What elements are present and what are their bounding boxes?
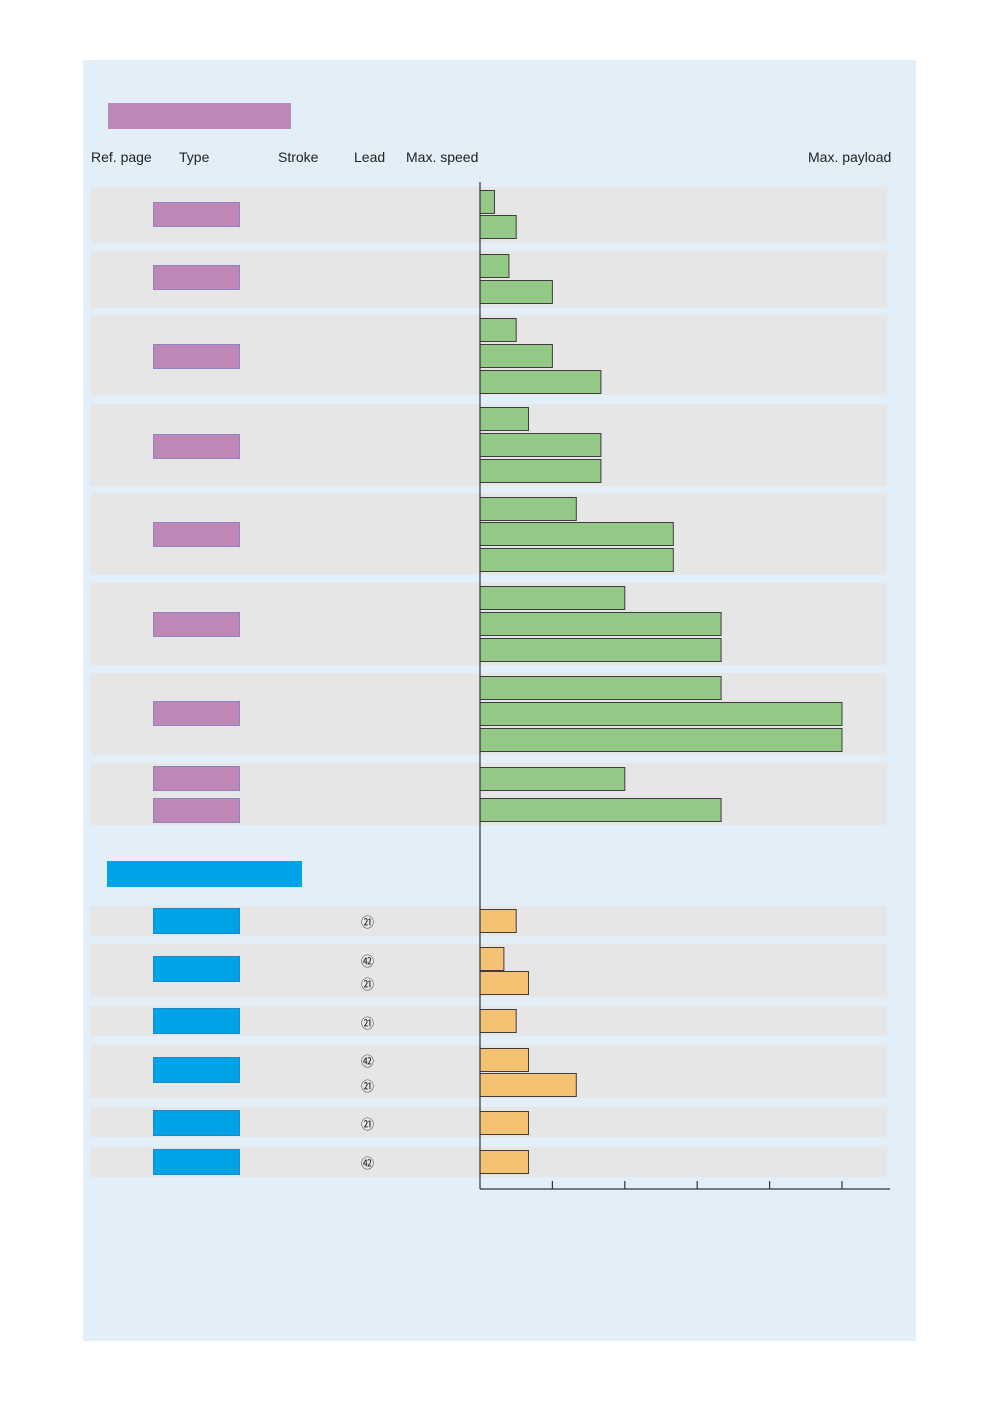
type-swatch	[153, 956, 240, 982]
type-swatch	[153, 1008, 240, 1034]
bar-group2	[479, 1073, 577, 1097]
type-swatch	[153, 264, 240, 290]
bar-group1	[479, 215, 517, 239]
stroke-header: Stroke	[278, 149, 319, 165]
lead-label: ㉑	[361, 1117, 375, 1132]
type-header: Type	[179, 149, 210, 165]
bar-group1	[479, 522, 674, 546]
bar-group2	[479, 1150, 530, 1174]
lead-label: ㉑	[361, 915, 375, 930]
lead-label: ㉑	[361, 1079, 375, 1094]
bar-group2	[479, 1048, 530, 1072]
lead-header: Lead	[354, 149, 386, 165]
bar-group1	[479, 433, 602, 457]
type-swatch	[153, 611, 240, 637]
type-swatch	[153, 343, 240, 369]
bar-group1	[479, 586, 626, 610]
bar-group1	[479, 702, 843, 726]
type-swatch	[153, 797, 240, 823]
bar-group2	[479, 1009, 517, 1033]
max-payload-header: Max. payload	[808, 149, 892, 165]
type-swatch	[153, 521, 240, 547]
ref-page-header: Ref. page	[91, 149, 152, 165]
bar-group1	[479, 728, 843, 752]
bar-group1	[479, 280, 553, 304]
lead-label: ㉑	[361, 1016, 375, 1031]
bar-group1	[479, 344, 553, 368]
bar-group1	[479, 548, 674, 572]
type-swatch	[153, 433, 240, 459]
bar-group1	[479, 767, 626, 791]
group1-header-bar	[108, 103, 291, 129]
max-speed-header: Max. speed	[406, 149, 479, 165]
type-swatch	[153, 700, 240, 726]
lead-label: ㉑	[361, 977, 375, 992]
bar-group1	[479, 370, 602, 394]
bar-group2	[479, 947, 505, 971]
bar-group1	[479, 254, 510, 278]
type-swatch	[153, 1110, 240, 1136]
bar-group1	[479, 459, 602, 483]
bar-group1	[479, 676, 722, 700]
type-swatch	[153, 1149, 240, 1175]
lead-label: ㊷	[361, 1054, 375, 1069]
type-swatch	[153, 908, 240, 934]
type-swatch	[153, 1057, 240, 1083]
bar-group1	[479, 612, 722, 636]
bar-group1	[479, 497, 577, 521]
lead-label: ㊷	[361, 1156, 375, 1171]
bar-group2	[479, 1111, 530, 1135]
bar-group1	[479, 190, 495, 214]
bar-group1	[479, 318, 517, 342]
type-swatch	[153, 765, 240, 791]
bar-group2	[479, 909, 517, 933]
bar-group1	[479, 407, 530, 431]
type-swatch	[153, 201, 240, 227]
lead-label: ㊷	[361, 954, 375, 969]
bar-group1	[479, 798, 722, 822]
bar-group2	[479, 971, 530, 995]
group2-header-bar	[107, 861, 302, 887]
bar-group1	[479, 638, 722, 662]
